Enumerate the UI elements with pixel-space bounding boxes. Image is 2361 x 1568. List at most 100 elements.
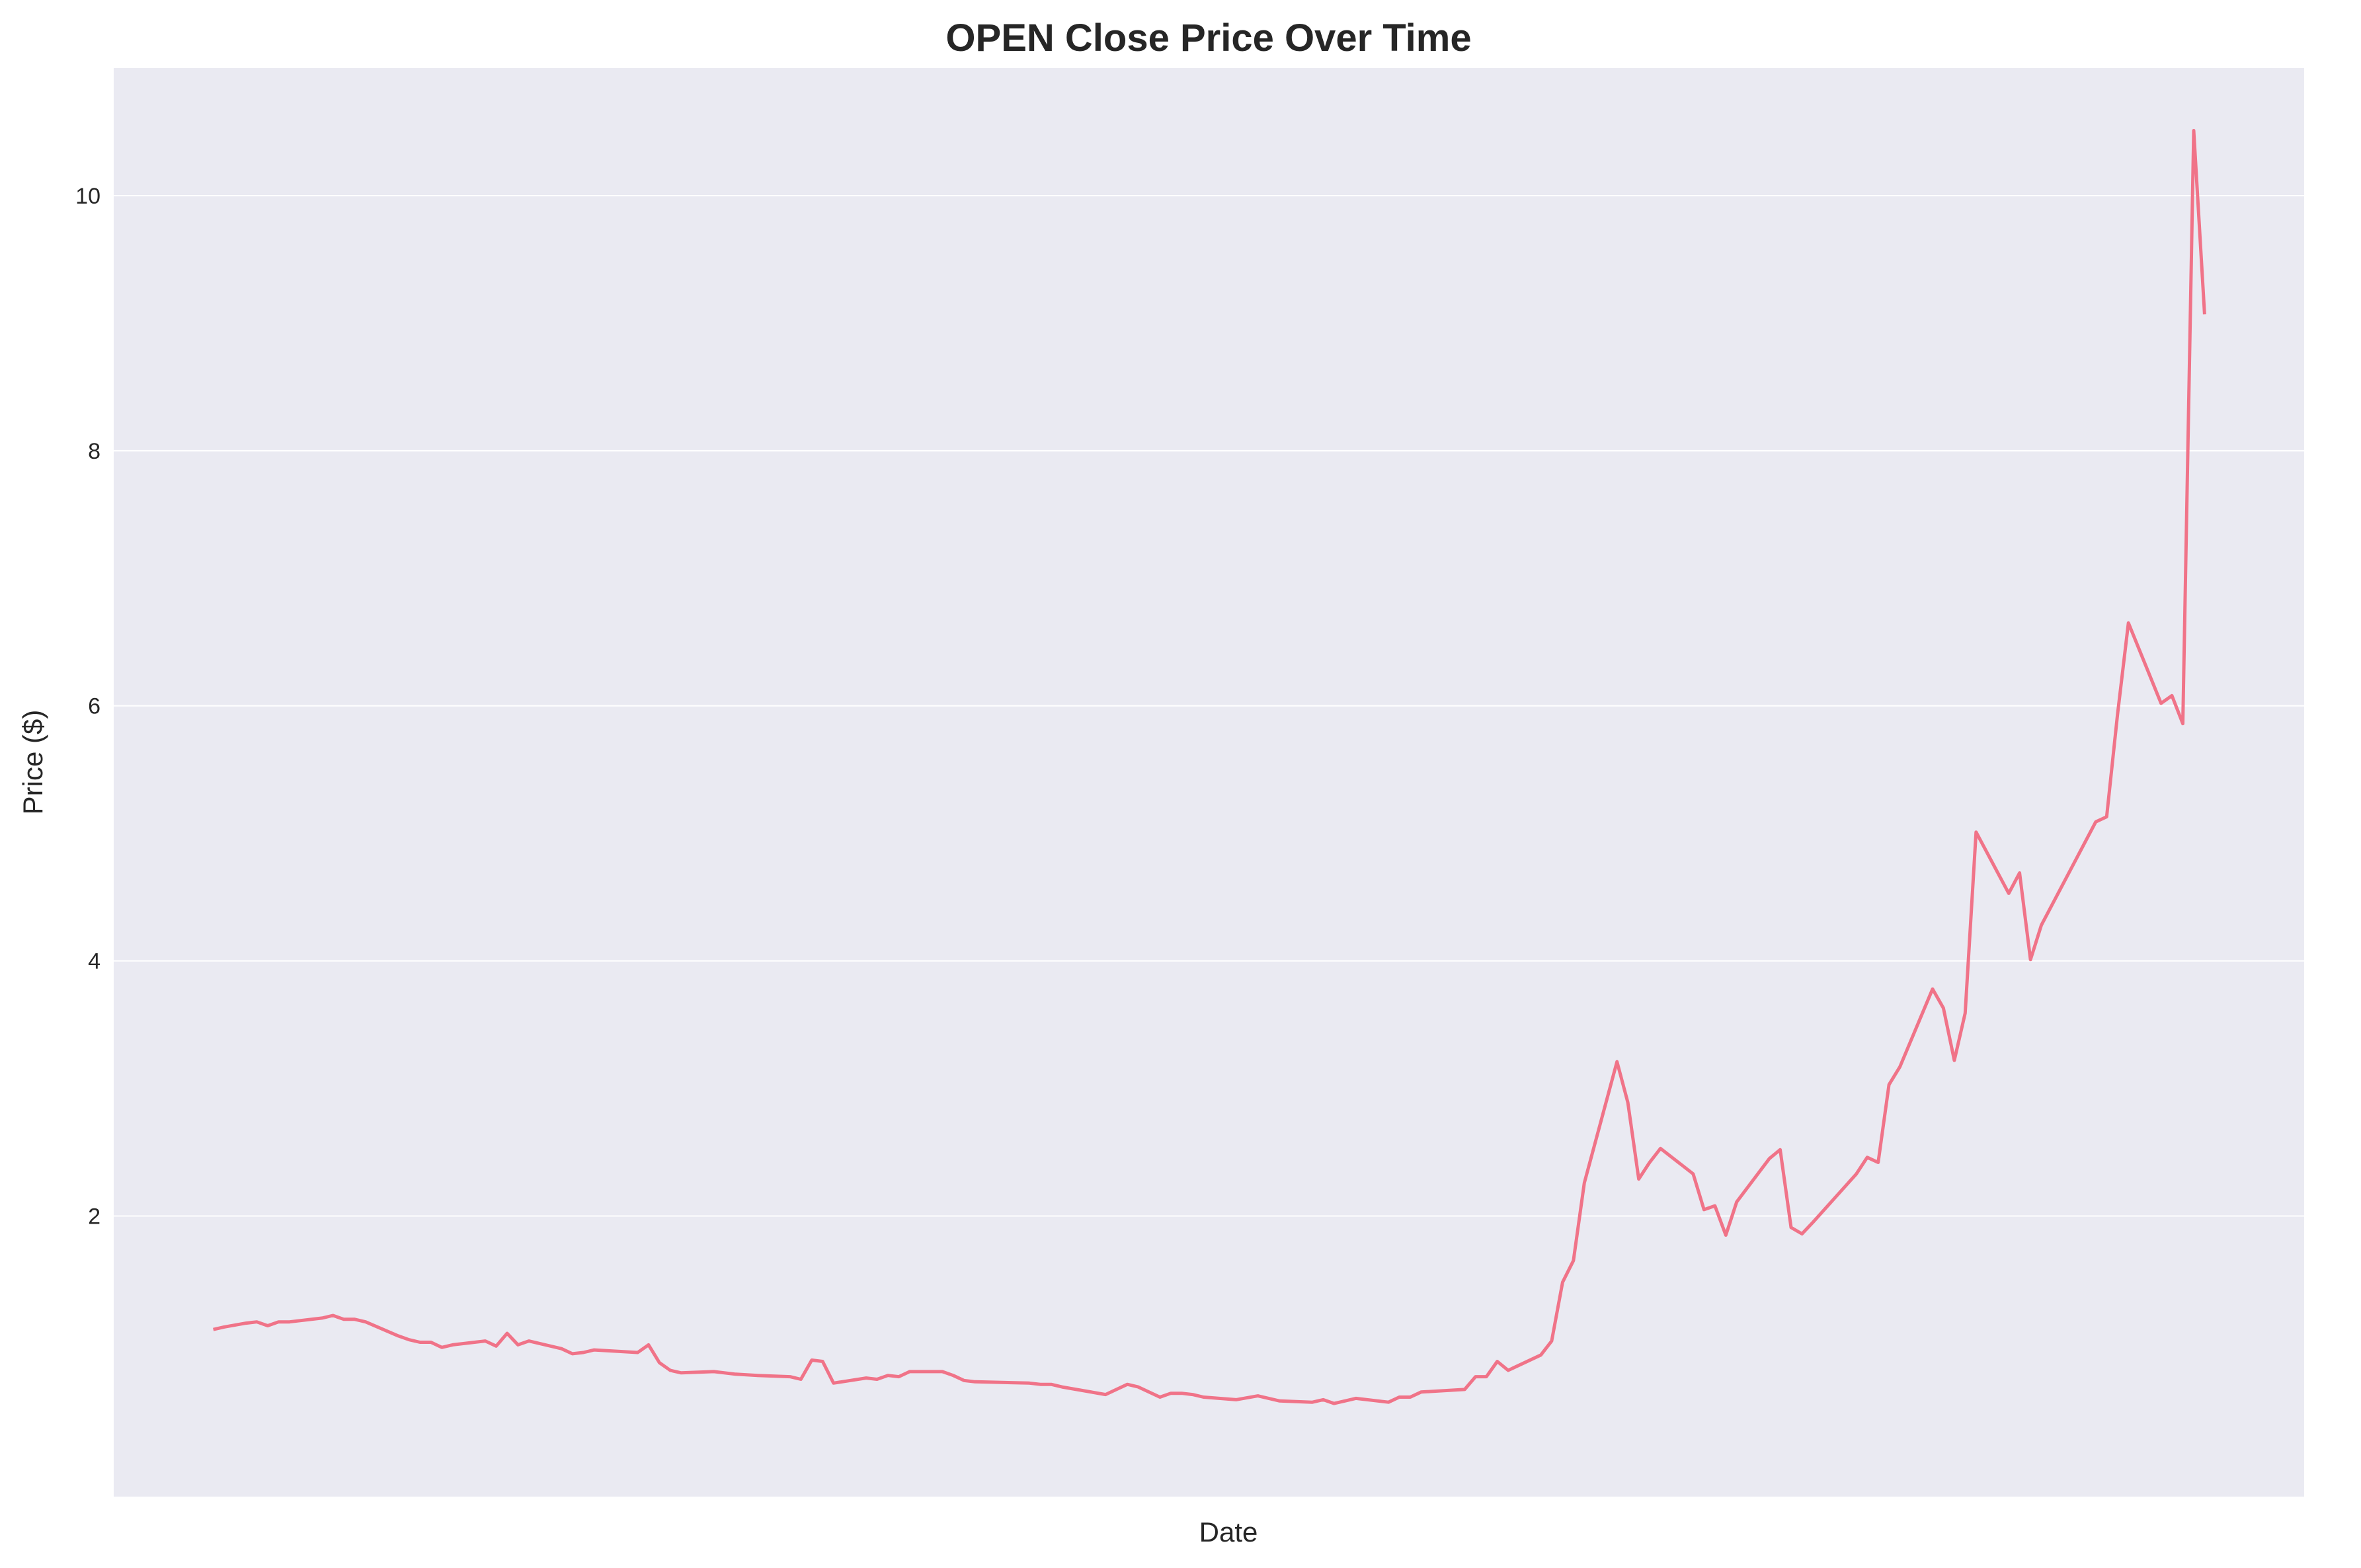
data-point [342,1317,346,1321]
data-point [1539,1353,1543,1357]
data-point [1789,1226,1793,1230]
data-point [1659,1146,1663,1150]
data-point [1321,1397,1325,1401]
y-axis-label: Price ($) [17,710,48,815]
data-point [1201,1395,1205,1399]
data-point [1191,1393,1195,1397]
data-point [1876,1161,1880,1165]
data-point [1354,1396,1358,1400]
data-point [1691,1172,1695,1176]
data-point [571,1352,575,1356]
data-point [1484,1375,1488,1379]
data-point [407,1338,411,1342]
data-point [799,1378,803,1382]
data-point [1637,1177,1641,1181]
data-point [1615,1060,1619,1064]
data-point [1278,1399,1282,1403]
gridlines [114,194,2304,1217]
data-point [951,1374,955,1378]
data-point [1572,1259,1576,1263]
data-point [1702,1208,1706,1212]
data-point [1767,1157,1771,1161]
data-point [875,1378,879,1382]
data-point [940,1370,944,1374]
data-point [1974,830,1978,834]
data-point [908,1370,912,1374]
data-point [353,1317,357,1321]
data-point [897,1375,900,1379]
data-point [418,1341,422,1345]
y-tick-labels: 2 4 6 8 10 [75,184,100,1230]
data-point [679,1371,683,1375]
data-point [2094,820,2098,824]
data-point [1648,1161,1652,1165]
series-group [212,129,2206,1405]
data-point [2028,958,2032,962]
data-point [1963,1011,1967,1015]
data-point [288,1320,292,1324]
data-point [1887,1083,1891,1087]
data-point [1408,1395,1412,1399]
data-point [2159,701,2163,705]
data-point [2116,713,2120,717]
data-point [756,1374,760,1378]
data-point [396,1334,400,1338]
data-point [1462,1388,1466,1392]
data-point [1158,1395,1162,1399]
data-point [1713,1204,1717,1208]
data-point [1724,1234,1728,1237]
data-point [2126,621,2130,625]
data-point [1506,1368,1510,1372]
data-point [1855,1172,1859,1176]
data-point [266,1324,270,1328]
data-point [788,1375,792,1379]
data-point [1898,1065,1902,1069]
x-axis-label: Date [1199,1516,1258,1548]
data-point [1137,1385,1140,1389]
data-point [440,1345,444,1349]
y-tick-label: 8 [88,439,100,464]
data-point [1811,1220,1815,1224]
data-point [864,1376,868,1380]
data-point [2007,891,2011,895]
data-point [1386,1400,1390,1404]
data-point [429,1341,433,1345]
data-point [1582,1181,1586,1185]
y-tick-label: 4 [88,949,100,974]
data-point [1332,1401,1336,1405]
data-point [1474,1375,1478,1379]
data-point [1027,1381,1031,1385]
data-point [320,1316,324,1320]
data-point [516,1343,520,1347]
data-point [212,1327,216,1331]
data-point [1125,1382,1129,1386]
data-point [331,1313,335,1317]
data-point [886,1374,890,1378]
data-point [1115,1388,1119,1392]
data-point [832,1381,836,1385]
data-point [1941,1006,1945,1010]
data-point [505,1331,509,1335]
data-point [527,1339,531,1343]
data-point [1496,1360,1500,1364]
data-point [1103,1393,1107,1397]
data-point [962,1378,966,1382]
data-point [581,1351,585,1354]
data-point [1049,1382,1053,1386]
data-point [451,1343,455,1347]
data-point [1800,1232,1804,1236]
data-point [495,1344,499,1348]
data-point [1169,1392,1173,1395]
price-line [213,129,2206,1405]
data-point [276,1320,280,1324]
data-point [483,1339,487,1343]
data-point [1931,987,1935,991]
data-point [559,1347,563,1351]
plot-area [114,68,2304,1497]
data-point [734,1372,738,1376]
data-point [2181,722,2185,726]
data-point [712,1370,716,1374]
data-point [1234,1397,1238,1401]
data-point [255,1320,259,1324]
data-point [1180,1392,1183,1395]
